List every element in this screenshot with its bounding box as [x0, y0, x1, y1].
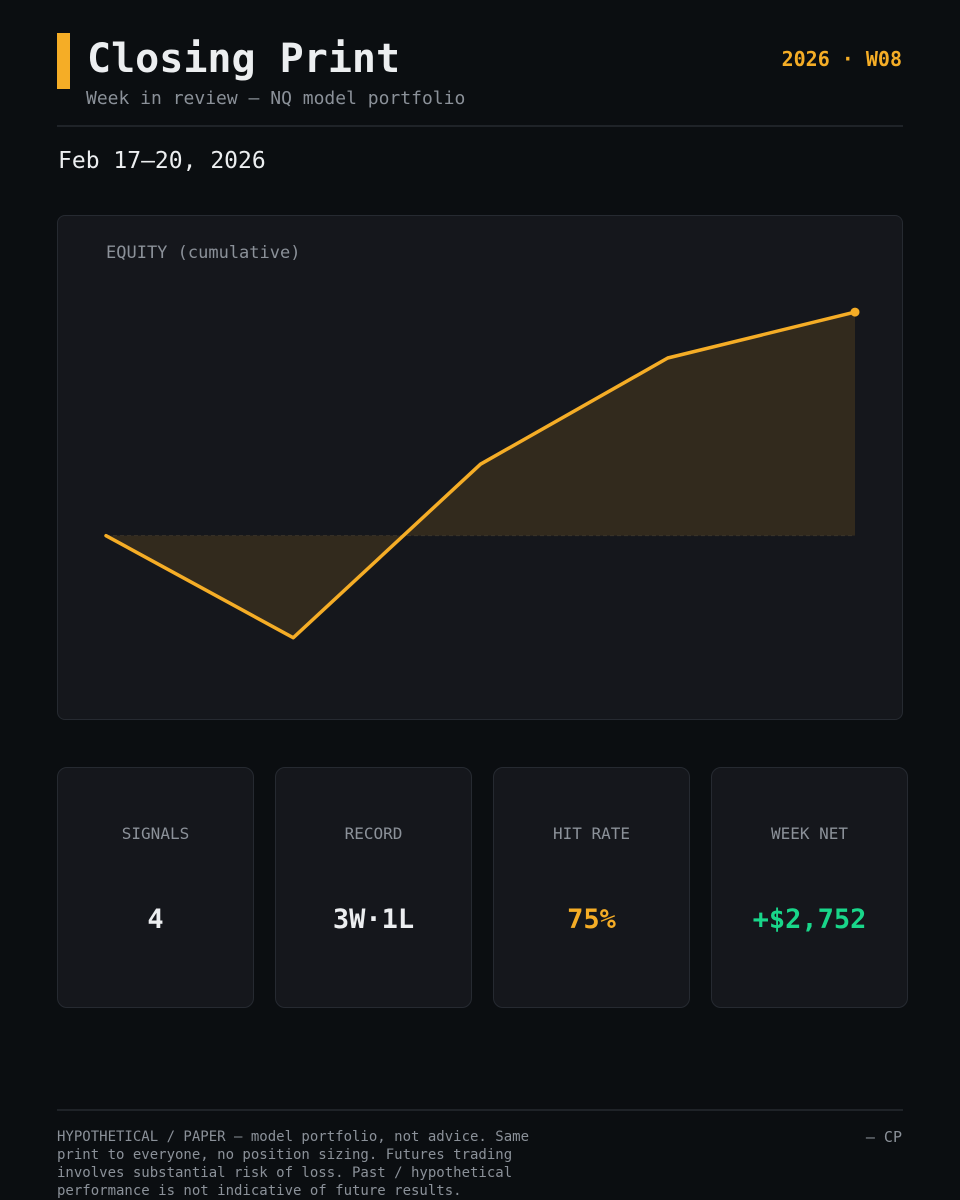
date-range: Feb 17–20, 2026 — [58, 148, 266, 174]
stat-value: 3W·1L — [332, 904, 415, 935]
signature: — CP — [865, 1128, 902, 1146]
equity-chart-card: EQUITY (cumulative) — [57, 215, 903, 720]
stat-label: RECORD — [344, 824, 403, 843]
page-title: Closing Print — [87, 36, 401, 82]
page-subtitle: Week in review — NQ model portfolio — [86, 88, 466, 109]
stat-label: HIT RATE — [552, 824, 631, 843]
footer-divider — [57, 1109, 903, 1111]
stat-card-week-net: WEEK NET +$2,752 — [711, 767, 908, 1008]
equity-line — [104, 310, 857, 640]
equity-endpoint — [850, 307, 860, 317]
stat-value: +$2,752 — [752, 904, 867, 935]
stat-card-record: RECORD 3W·1L — [275, 767, 472, 1008]
stat-card-hit-rate: HIT RATE 75% — [493, 767, 690, 1008]
equity-area — [106, 312, 855, 638]
stat-value: 4 — [147, 904, 164, 935]
stat-label: SIGNALS — [121, 824, 190, 843]
issue-badge: 2026 · W08 — [781, 47, 902, 71]
stat-card-signals: SIGNALS 4 — [57, 767, 254, 1008]
chart-label: EQUITY (cumulative) — [106, 243, 301, 263]
disclaimer-text: HYPOTHETICAL / PAPER — model portfolio, … — [57, 1129, 530, 1199]
brand-accent-bar — [57, 33, 70, 89]
equity-chart — [104, 307, 860, 640]
stat-value: 75% — [567, 904, 616, 935]
stat-label: WEEK NET — [770, 824, 849, 843]
header-divider — [57, 125, 903, 127]
